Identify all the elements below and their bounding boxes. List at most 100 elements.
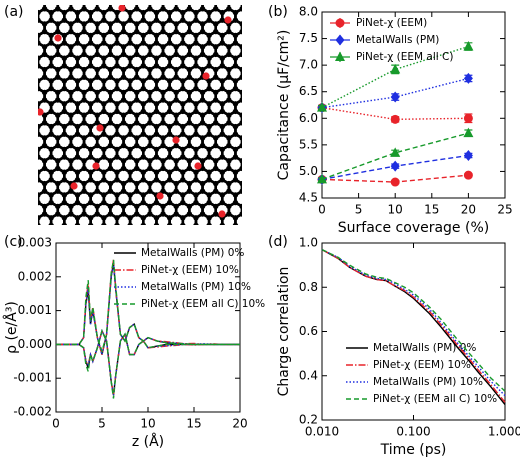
carbon-atom <box>48 101 54 107</box>
carbon-atom <box>61 40 68 46</box>
carbon-atom <box>232 78 239 84</box>
carbon-atom <box>166 131 173 137</box>
carbon-atom <box>16 120 21 125</box>
carbon-atom <box>101 154 107 160</box>
carbon-atom <box>16 158 21 163</box>
carbon-atom <box>173 158 179 164</box>
carbon-atom <box>140 169 147 175</box>
carbon-atom <box>120 66 127 73</box>
carbon-atom <box>38 146 41 153</box>
carbon-atom <box>259 56 264 61</box>
carbon-atom <box>81 158 87 164</box>
carbon-atom <box>55 28 61 35</box>
carbon-atom <box>81 112 87 118</box>
carbon-atom <box>259 109 264 114</box>
carbon-atom <box>41 74 48 80</box>
carbon-atom <box>55 97 61 103</box>
carbon-atom <box>48 9 54 16</box>
carbon-atom <box>68 0 73 4</box>
carbon-atom <box>48 85 54 92</box>
carbon-atom <box>166 55 173 61</box>
carbon-atom <box>239 6 242 12</box>
carbon-atom <box>87 177 94 183</box>
carbon-atom <box>134 44 140 50</box>
carbon-atom <box>74 85 81 92</box>
x-axis-title: Time (ps) <box>380 442 447 458</box>
carbon-atom <box>120 89 127 96</box>
bond-ring <box>25 0 38 1</box>
carbon-atom <box>127 238 132 243</box>
carbon-atom <box>246 177 251 182</box>
carbon-atom <box>140 17 147 23</box>
carbon-atom <box>114 40 120 46</box>
carbon-atom <box>226 112 232 118</box>
carbon-atom <box>266 227 271 232</box>
marker <box>463 41 474 51</box>
carbon-atom <box>213 211 219 217</box>
carbon-atom <box>266 21 271 26</box>
carbon-atom <box>87 199 94 206</box>
carbon-atom <box>101 32 107 39</box>
carbon-atom <box>180 78 186 84</box>
bond-ring <box>249 9 262 24</box>
x-tick-label: 20 <box>232 417 247 431</box>
carbon-atom <box>193 78 199 84</box>
carbon-atom <box>206 177 212 183</box>
plot-frame <box>55 242 241 413</box>
carbon-atom <box>166 169 173 175</box>
carbon-atom <box>29 90 34 95</box>
carbon-atom <box>114 192 120 198</box>
carbon-atom <box>29 143 34 148</box>
carbon-atom <box>29 97 34 102</box>
carbon-atom <box>246 40 251 45</box>
carbon-atom <box>140 32 147 39</box>
carbon-atom <box>232 101 239 107</box>
carbon-atom <box>120 21 127 27</box>
carbon-atom <box>41 89 48 96</box>
carbon-atom <box>87 63 94 69</box>
carbon-atom <box>41 28 48 35</box>
carbon-atom <box>232 222 239 225</box>
carbon-atom <box>107 21 114 27</box>
carbon-atom <box>41 135 48 141</box>
carbon-atom <box>147 28 153 35</box>
carbon-atom <box>239 180 242 187</box>
carbon-atom <box>22 147 27 152</box>
bond-ring <box>242 225 255 240</box>
bond-ring <box>196 0 209 1</box>
carbon-atom <box>114 63 120 69</box>
carbon-atom <box>219 177 225 183</box>
carbon-atom <box>94 158 100 164</box>
carbon-atom <box>200 227 205 232</box>
carbon-atom <box>153 177 160 183</box>
carbon-atom <box>173 74 179 80</box>
y-tick-label: 0.6 <box>299 324 318 338</box>
bond-ring <box>180 223 185 225</box>
carbon-atom <box>213 89 219 96</box>
carbon-atom <box>61 169 68 175</box>
carbon-atom <box>127 215 133 221</box>
carbon-atom <box>74 78 81 84</box>
carbon-atom <box>101 9 107 16</box>
carbon-atom <box>74 192 81 198</box>
marker <box>463 113 473 123</box>
carbon-atom <box>232 215 239 221</box>
carbon-atom <box>68 28 74 35</box>
bond-ring <box>255 20 268 35</box>
carbon-atom <box>127 63 133 69</box>
carbon-atom <box>48 17 54 23</box>
carbon-atom <box>206 108 212 115</box>
carbon-atom <box>219 131 225 137</box>
carbon-atom <box>160 44 166 50</box>
carbon-atom <box>239 234 244 239</box>
carbon-atom <box>166 85 173 92</box>
carbon-atom <box>127 32 133 39</box>
carbon-atom <box>160 211 166 217</box>
carbon-atom <box>22 63 27 68</box>
oxidized-atom <box>156 192 164 200</box>
carbon-atom <box>226 142 232 149</box>
y-axis-title: Charge correlation <box>276 267 292 397</box>
carbon-atom <box>16 67 21 72</box>
carbon-atom <box>61 222 67 225</box>
carbon-atom <box>239 97 242 103</box>
